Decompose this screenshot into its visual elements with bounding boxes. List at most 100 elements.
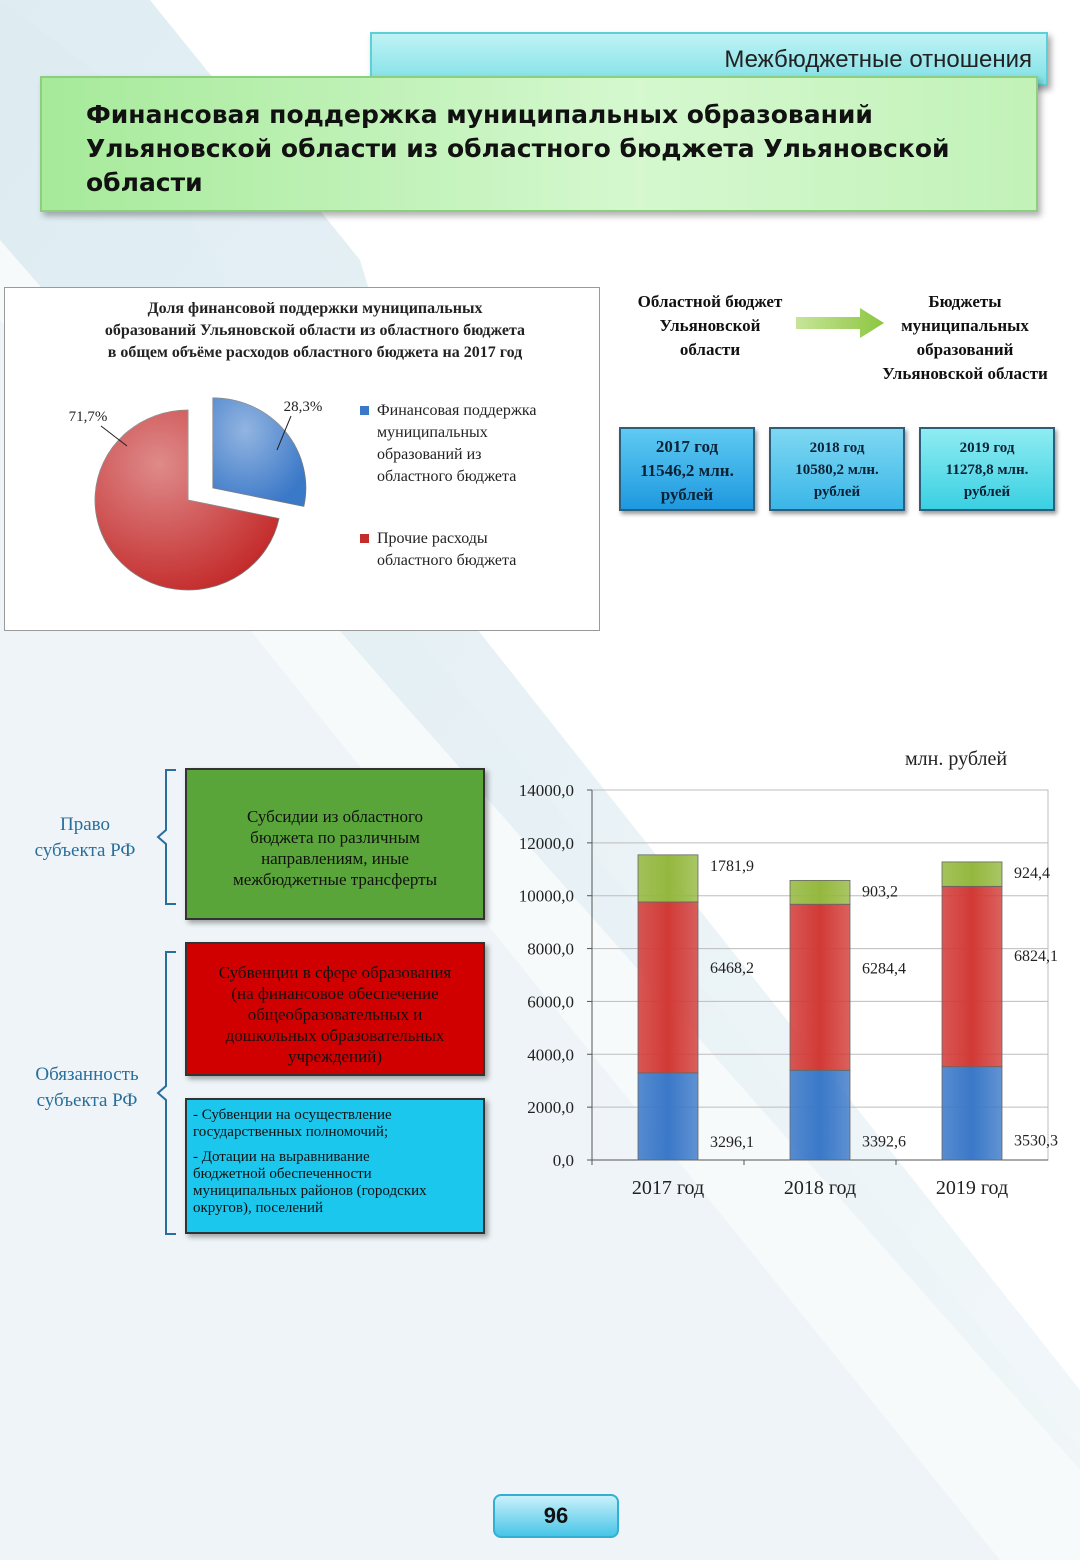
bar-data-label: 3296,1 <box>710 1134 754 1151</box>
flow-target: Бюджеты муниципальных образований Ульяно… <box>860 290 1070 386</box>
x-tick-label: 2019 год <box>936 1177 1008 1199</box>
legend-swatch-blue <box>360 406 369 415</box>
legend-item-other-expenses: Прочие расходы областного бюджета <box>360 528 580 572</box>
box-line: учреждений) <box>288 1047 382 1066</box>
legend-label: Прочие расходы <box>377 530 488 547</box>
brace-top <box>156 769 176 905</box>
bar-data-label: 1781,9 <box>710 858 754 875</box>
bar-data-label: 903,2 <box>862 883 898 900</box>
subsidies-box: Субсидии из областного бюджета по различ… <box>185 768 485 920</box>
year-box-year: 2017 год <box>655 437 719 456</box>
arrow-right-icon <box>796 308 884 338</box>
bar-segment <box>789 879 851 905</box>
stacked-bar-chart: 0,0 2000,0 4000,0 6000,0 8000,0 10000,0 12000,… <box>519 781 1058 1199</box>
year-box-amount: рублей <box>963 484 1011 500</box>
box-line: округов), поселений <box>193 1200 324 1216</box>
year-box-2018: 2018 год 10580,2 млн. рублей <box>769 427 905 511</box>
page-title: Финансовая поддержка муниципальных образ… <box>86 100 950 197</box>
pie-data-label: 71,7% <box>69 409 108 425</box>
box-line: Субсидии из областного <box>246 807 424 826</box>
y-tick-label: 0,0 <box>553 1151 574 1170</box>
bar-segment <box>941 885 1003 1068</box>
chart-unit-label: млн. рублей <box>905 748 1008 770</box>
side-label-line: Право <box>60 814 110 835</box>
bar-data-label: 3530,3 <box>1014 1132 1058 1149</box>
legend-label: Финансовая поддержка <box>377 402 537 419</box>
y-tick-label: 14000,0 <box>519 781 574 800</box>
section-title: Межбюджетные отношения <box>724 46 1032 73</box>
legend-label: образований из <box>377 446 482 463</box>
flow-target-line: Бюджеты <box>928 292 1002 311</box>
flow-source-line: Ульяновской <box>659 316 761 335</box>
side-label-line: субъекта РФ <box>34 840 136 861</box>
pie-chart-title: Доля финансовой поддержки муниципальных … <box>45 298 585 364</box>
bar-segment <box>789 1069 851 1161</box>
box-line: бюджетной обеспеченности <box>193 1166 372 1182</box>
x-tick-label: 2017 год <box>632 1177 704 1199</box>
box-line: (на финансовое обеспечение <box>231 984 439 1003</box>
duty-of-subject-label: Обязанность субъекта РФ <box>14 1062 160 1114</box>
bar-segment <box>941 1066 1003 1161</box>
flow-source-line: Областной бюджет <box>637 292 783 311</box>
pie-slice-highlight <box>212 397 306 507</box>
box-line: - Дотации на выравнивание <box>193 1149 370 1165</box>
box-line: дошкольных образовательных <box>225 1026 445 1045</box>
bar-data-label: 6284,4 <box>862 960 906 977</box>
box-line: муниципальных районов (городских <box>193 1183 427 1199</box>
side-label-line: субъекта РФ <box>36 1090 138 1111</box>
pie-leader-line <box>100 425 128 447</box>
legend-label: областного бюджета <box>377 468 517 485</box>
year-box-amount: 11278,8 млн. <box>945 462 1029 478</box>
bar-data-label: 3392,6 <box>862 1133 906 1150</box>
pie-chart: 28,3% 71,7% <box>69 397 323 591</box>
year-box-year: 2019 год <box>959 440 1015 456</box>
side-label-line: Обязанность <box>35 1064 139 1085</box>
box-line: направлениям, иные <box>261 849 409 868</box>
pie-title-line: Доля финансовой поддержки муниципальных <box>147 300 483 317</box>
title-banner: Финансовая поддержка муниципальных образ… <box>40 76 1038 212</box>
pie-title-line: в общем объёме расходов областного бюдже… <box>107 344 523 361</box>
flow-target-line: Ульяновской области <box>882 364 1048 383</box>
bar-data-label: 924,4 <box>1014 865 1050 882</box>
legend-label: областного бюджета <box>377 552 517 569</box>
right-of-subject-label: Право субъекта РФ <box>20 812 150 864</box>
year-box-2017: 2017 год 11546,2 млн. рублей <box>619 427 755 511</box>
y-tick-label: 12000,0 <box>519 834 574 853</box>
x-tick-label: 2018 год <box>784 1177 856 1199</box>
pie-title-line: образований Ульяновской области из облас… <box>104 322 526 339</box>
year-box-amount: рублей <box>813 484 861 500</box>
bar-data-label: 6824,1 <box>1014 948 1058 965</box>
year-box-amount: 10580,2 млн. <box>795 462 879 478</box>
pie-slice-highlight <box>95 410 280 590</box>
bar-segment <box>789 903 851 1071</box>
box-line: государственных полномочий; <box>193 1124 389 1140</box>
bar-data-label: 6468,2 <box>710 960 754 977</box>
flow-target-line: муниципальных <box>901 316 1029 335</box>
flow-source: Областной бюджет Ульяновской области <box>612 290 808 362</box>
bar-segment <box>637 854 699 903</box>
bar-segment <box>637 901 699 1074</box>
flow-source-line: области <box>679 340 741 359</box>
flow-target-line: образований <box>916 340 1014 359</box>
y-tick-label: 2000,0 <box>527 1098 574 1117</box>
bar-segment <box>941 861 1003 887</box>
pie-leader-line <box>276 415 292 451</box>
box-line: межбюджетные трансферты <box>233 870 437 889</box>
other-transfers-box: - Субвенции на осуществление государстве… <box>185 1098 485 1234</box>
box-line: бюджета по различным <box>250 828 420 847</box>
brace-bottom <box>156 951 176 1235</box>
year-box-amount: 11546,2 млн. <box>640 461 734 480</box>
year-box-2019: 2019 год 11278,8 млн. рублей <box>919 427 1055 511</box>
box-line: - Субвенции на осуществление <box>193 1107 392 1123</box>
pie-data-label: 28,3% <box>284 399 323 415</box>
y-tick-label: 10000,0 <box>519 887 574 906</box>
box-line: общеобразовательных и <box>247 1005 423 1024</box>
page-number: 96 <box>493 1494 619 1538</box>
y-tick-label: 6000,0 <box>527 992 574 1011</box>
bar-segment <box>637 1072 699 1161</box>
legend-label: муниципальных <box>377 424 488 441</box>
year-box-year: 2018 год <box>809 440 865 456</box>
legend-item-financial-support: Финансовая поддержка муниципальных образ… <box>360 400 580 488</box>
box-line: Субвенции в сфере образования <box>218 963 452 982</box>
y-tick-label: 4000,0 <box>527 1045 574 1064</box>
